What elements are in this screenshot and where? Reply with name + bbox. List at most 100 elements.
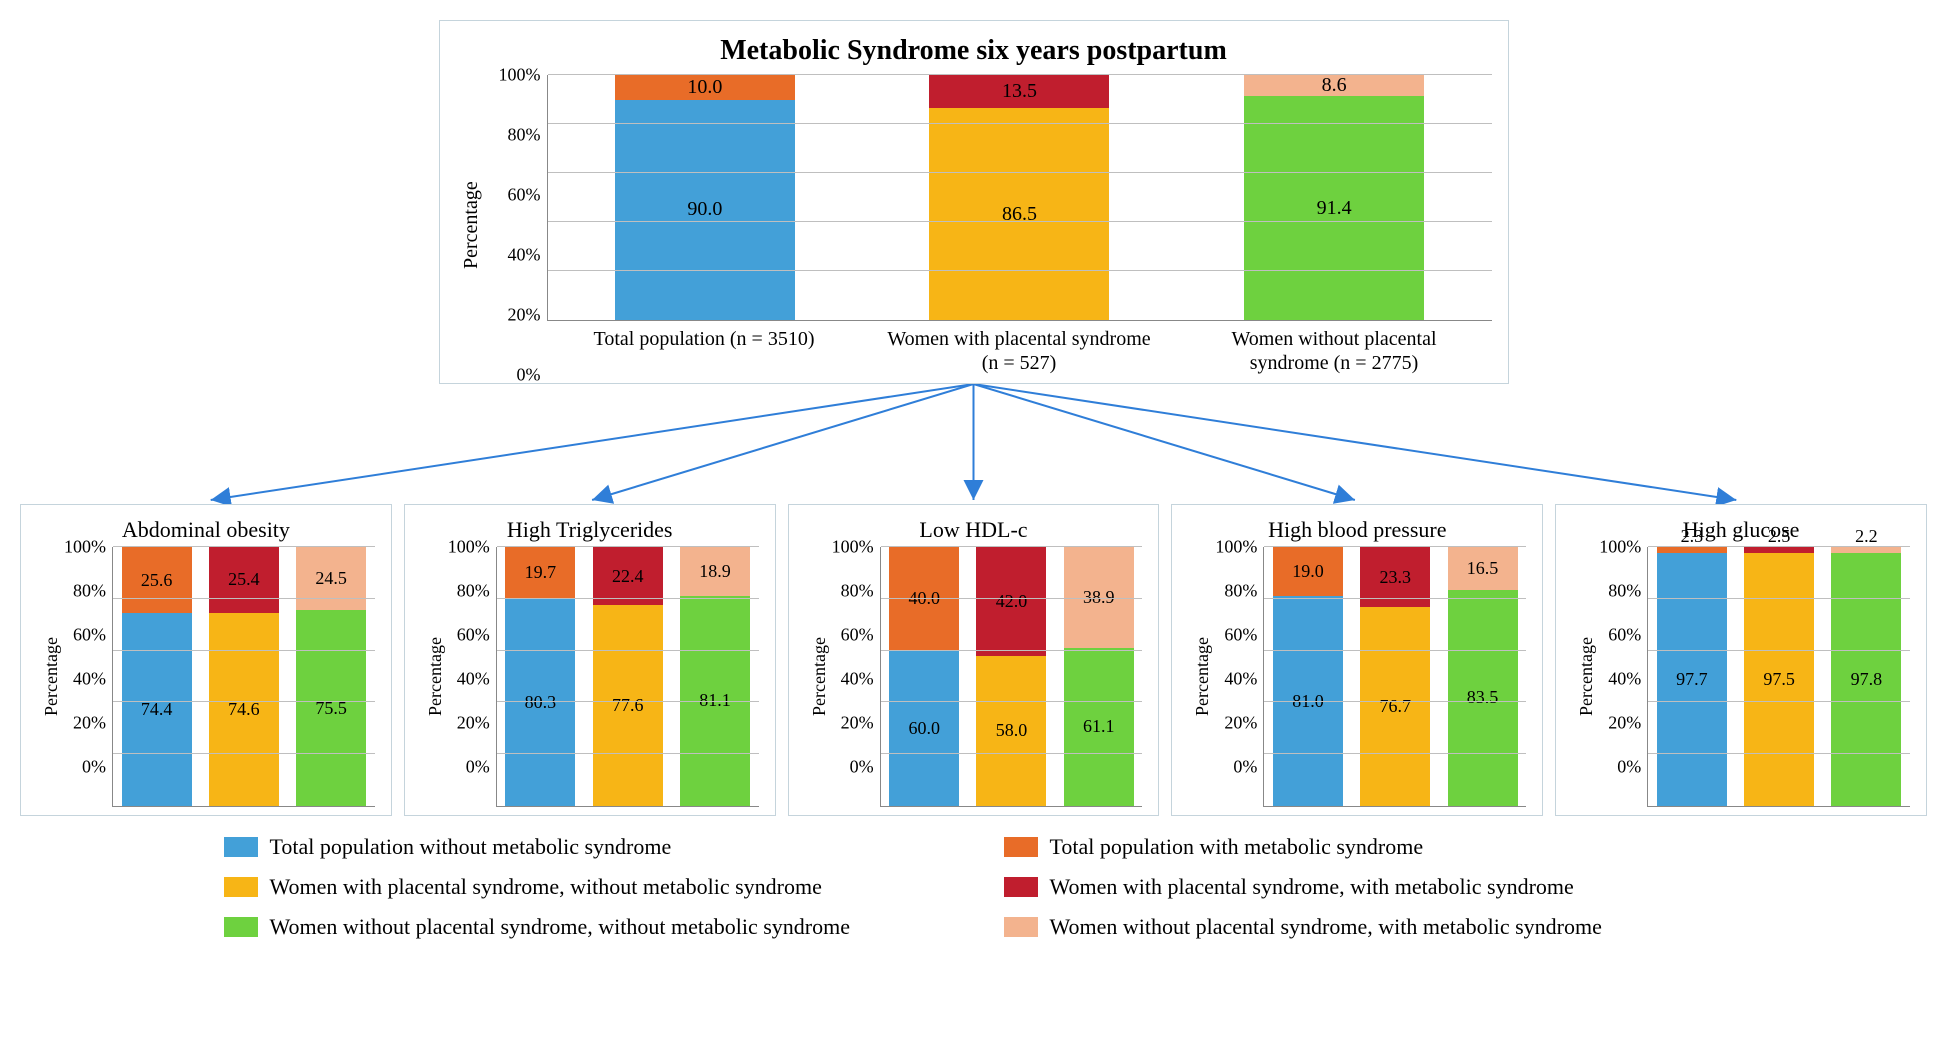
stacked-bar: 81.019.0 [1273,547,1343,806]
y-tick-label: 80% [841,581,880,602]
bar-segment: 10.0 [615,75,795,100]
y-tick-label: 100% [1599,537,1647,558]
main-panel: Metabolic Syndrome six years postpartum … [439,20,1509,384]
legend-swatch [1004,837,1038,857]
segment-value-label: 2.5 [1768,526,1791,547]
y-tick-label: 40% [73,669,112,690]
small-y-ticks: 0%20%40%60%80%100% [1217,547,1263,767]
stacked-bar: 77.622.4 [593,547,663,806]
small-bars-row: 80.319.7 77.622.481.118.9 [497,547,759,806]
bar-segment: 25.4 [209,547,279,613]
bar-column: 77.622.4 [593,547,663,806]
small-plot-grid: 60.040.058.042.061.138.9 [880,547,1143,807]
small-y-axis-title: Percentage [805,547,834,807]
gridline [881,598,1143,599]
bar-column: 86.513.5 [929,75,1109,320]
small-y-axis-title: Percentage [37,547,66,807]
small-plot: 60.040.058.042.061.138.9 [880,547,1143,807]
legend-swatch [1004,917,1038,937]
stacked-bar: 83.516.5 [1448,547,1518,806]
gridline [497,753,759,754]
bar-column: 81.118.9 [680,547,750,806]
main-y-axis-title: Percentage [456,75,487,375]
arrow-line [211,384,974,500]
small-plot-grid: 97.72.397.52.597.82.2 [1647,547,1910,807]
y-tick-label: 60% [1224,625,1263,646]
y-tick-label: 20% [508,305,547,326]
y-tick-label: 0% [1617,757,1647,778]
x-label-line: (n = 527) [875,351,1163,375]
legend-label: Total population with metabolic syndrome [1050,834,1424,860]
main-y-ticks: 0%20%40%60%80%100% [487,75,547,375]
main-chart-area: Percentage 0%20%40%60%80%100% 90.010.0 86… [456,75,1492,375]
small-y-axis-title: Percentage [421,547,450,807]
y-tick-label: 60% [1608,625,1647,646]
small-plot: 80.319.7 77.622.481.118.9 [496,547,759,807]
x-label-line: syndrome (n = 2775) [1190,351,1478,375]
bar-column: 97.82.2 [1831,547,1901,806]
gridline [548,270,1492,271]
gridline [497,650,759,651]
y-tick-label: 80% [457,581,496,602]
x-label: Total population (n = 3510) [560,327,848,375]
y-tick-label: 100% [64,537,112,558]
x-label-line: Women with placental syndrome [875,327,1163,351]
gridline [1648,701,1910,702]
bar-column: 61.138.9 [1064,547,1134,806]
y-tick-label: 100% [448,537,496,558]
stacked-bar: 91.48.6 [1244,75,1424,320]
bar-column: 74.425.6 [122,547,192,806]
stacked-bar: 58.042.0 [976,547,1046,806]
y-tick-label: 20% [841,713,880,734]
bar-segment: 74.6 [209,613,279,806]
x-label-line: Total population (n = 3510) [560,327,848,351]
bar-column: 58.042.0 [976,547,1046,806]
stacked-bar: 86.513.5 [929,75,1109,320]
arrow-line [974,384,1355,500]
bar-segment: 24.5 [296,547,366,610]
bar-segment: 13.5 [929,75,1109,108]
gridline [113,701,375,702]
main-plot: 90.010.0 86.513.5 91.48.6 Total population… [547,75,1492,375]
gridline [1648,546,1910,547]
y-tick-label: 80% [1224,581,1263,602]
gridline [548,221,1492,222]
gridline [113,598,375,599]
gridline [1648,650,1910,651]
small-y-ticks: 0%20%40%60%80%100% [450,547,496,767]
bar-column: 75.524.5 [296,547,366,806]
bar-column: 74.625.4 [209,547,279,806]
arrow-line [974,384,1737,500]
small-bars-row: 74.425.674.625.475.524.5 [113,547,375,806]
y-tick-label: 20% [1608,713,1647,734]
y-tick-label: 80% [73,581,112,602]
bar-column: 91.48.6 [1244,75,1424,320]
gridline [1648,753,1910,754]
small-chart-area: Percentage0%20%40%60%80%100%97.72.397.52… [1572,547,1910,807]
segment-value-label: 2.3 [1681,526,1704,547]
bar-segment: 60.0 [889,651,959,806]
bar-segment: 16.5 [1448,547,1518,590]
small-chart-area: Percentage0%20%40%60%80%100%80.319.7 77.6… [421,547,759,807]
y-tick-label: 0% [517,365,547,386]
gridline [113,753,375,754]
legend-item: Women without placental syndrome, withou… [224,914,944,940]
small-panel: High blood pressurePercentage0%20%40%60%… [1171,504,1543,816]
stacked-bar: 80.319.7 [505,547,575,806]
y-tick-label: 80% [1608,581,1647,602]
main-plot-grid: 90.010.0 86.513.5 91.48.6 [547,75,1492,321]
bar-column: 76.723.3 [1360,547,1430,806]
small-chart-area: Percentage0%20%40%60%80%100%81.019.076.7… [1188,547,1526,807]
bar-segment: 25.6 [122,547,192,613]
y-tick-label: 0% [82,757,112,778]
small-y-ticks: 0%20%40%60%80%100% [66,547,112,767]
legend: Total population without metabolic syndr… [224,834,1724,940]
bar-segment: 90.0 [615,100,795,321]
segment-value-label: 2.2 [1855,526,1878,547]
small-chart-area: Percentage0%20%40%60%80%100%74.425.674.6… [37,547,375,807]
small-plot: 74.425.674.625.475.524.5 [112,547,375,807]
x-label: Women with placental syndrome(n = 527) [875,327,1163,375]
gridline [1264,598,1526,599]
bar-segment: 2.3 [1657,547,1727,553]
small-bars-row: 81.019.076.723.3 83.516.5 [1264,547,1526,806]
